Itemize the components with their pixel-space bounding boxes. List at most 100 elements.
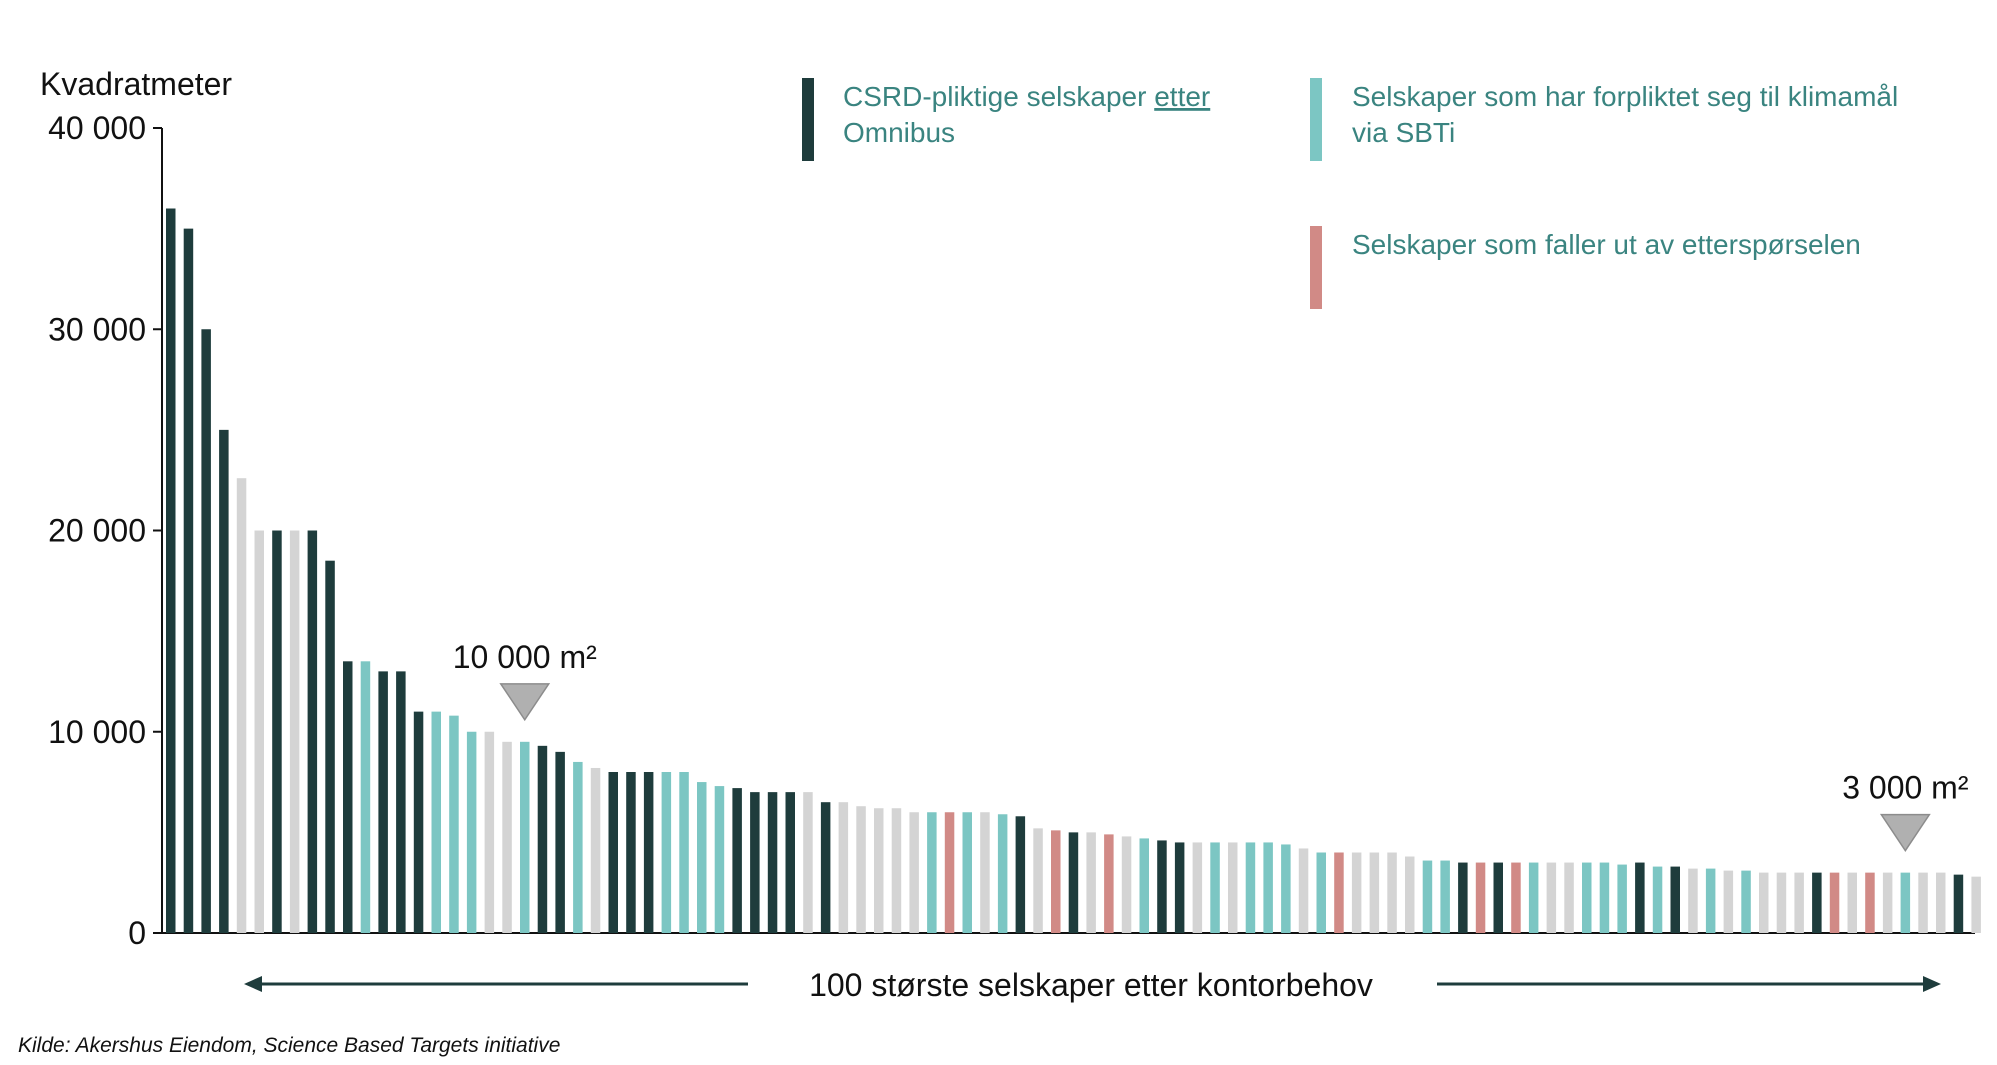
annotation-marker-icon	[1879, 813, 1931, 852]
y-tick-label: 10 000	[48, 714, 146, 750]
annotations: 10 000 m² 3 000 m²	[453, 639, 1969, 852]
bar-csrd	[1458, 862, 1468, 933]
bar-csrd	[1635, 862, 1645, 933]
bar-other	[1086, 832, 1096, 933]
bar-csrd	[537, 745, 548, 933]
bar-sbti	[962, 812, 972, 933]
bar-other	[1776, 872, 1787, 933]
bars	[166, 208, 1981, 933]
bar-other	[1723, 870, 1734, 933]
bar-other	[1033, 828, 1043, 933]
source-note: Kilde: Akershus Eiendom, Science Based T…	[18, 1034, 560, 1057]
bar-csrd	[1493, 862, 1503, 933]
bar-csrd	[219, 429, 229, 933]
bar-other	[1847, 872, 1857, 933]
bar-csrd	[643, 772, 654, 933]
bar-sbti	[360, 661, 371, 933]
bar-other	[1971, 876, 1981, 933]
bar-sbti	[1139, 838, 1149, 933]
bar-sbti	[997, 814, 1008, 933]
bar-sbti	[1281, 844, 1291, 933]
x-axis-caption: 100 største selskaper etter kontorbehov	[244, 967, 1941, 1003]
bar-csrd	[750, 792, 760, 933]
y-tick-label: 30 000	[48, 311, 146, 347]
bar-sbti	[1617, 864, 1627, 933]
bar-other	[236, 478, 247, 933]
bar-csrd	[785, 792, 795, 933]
arrow-right-icon	[1923, 976, 1941, 992]
bar-other	[803, 792, 813, 933]
y-tick-label: 0	[128, 915, 146, 951]
bar-sbti	[1900, 872, 1911, 933]
bar-other	[1369, 852, 1380, 933]
bar-csrd	[378, 671, 388, 933]
bar-other	[254, 530, 264, 933]
bar-sbti	[520, 741, 530, 933]
y-tick-label: 40 000	[48, 110, 146, 146]
bar-sbti	[661, 772, 672, 933]
bar-out	[1475, 862, 1486, 933]
bar-sbti	[1440, 860, 1450, 933]
bar-csrd	[626, 772, 636, 933]
x-axis-label: 100 største selskaper etter kontorbehov	[809, 967, 1373, 1003]
legend: CSRD-pliktige selskaper etter Omnibus Se…	[802, 78, 1898, 309]
annotation-marker-icon	[499, 683, 551, 722]
bar-sbti	[431, 711, 441, 933]
bar-csrd	[820, 802, 831, 933]
bar-other	[1882, 872, 1893, 933]
y-tick-label: 20 000	[48, 513, 146, 549]
bar-other	[856, 806, 866, 933]
bar-csrd	[1068, 832, 1079, 933]
bar-sbti	[1599, 862, 1610, 933]
bar-sbti	[1245, 842, 1256, 933]
legend-swatch-sbti	[1310, 78, 1322, 161]
bar-other	[590, 767, 601, 933]
bar-csrd	[325, 560, 335, 933]
bar-other	[1351, 852, 1362, 933]
bar-other	[909, 812, 919, 933]
bar-other	[484, 731, 495, 933]
bar-out	[1511, 862, 1521, 933]
bar-csrd	[1157, 840, 1167, 933]
bar-sbti	[449, 715, 459, 933]
bar-sbti	[466, 731, 477, 933]
legend-label-csrd: CSRD-pliktige selskaper etter	[843, 81, 1210, 112]
bar-sbti	[697, 782, 707, 933]
bar-sbti	[1741, 870, 1751, 933]
bar-csrd	[1953, 874, 1964, 933]
y-axis-label: Kvadratmeter	[40, 66, 232, 102]
bar-sbti	[679, 772, 689, 933]
legend-csrd-text-a: CSRD-pliktige selskaper	[843, 81, 1154, 112]
bar-other	[1387, 852, 1397, 933]
bar-other	[1546, 862, 1557, 933]
bar-other	[502, 741, 512, 933]
bar-other	[838, 802, 849, 933]
legend-label-out: Selskaper som faller ut av etterspørsele…	[1352, 229, 1861, 260]
bar-csrd	[343, 661, 353, 933]
legend-csrd-text-underlined: etter	[1154, 81, 1210, 112]
bar-sbti	[1263, 842, 1273, 933]
bar-csrd	[272, 530, 282, 933]
legend-label-csrd-line2: Omnibus	[843, 117, 955, 148]
annotation-label: 3 000 m²	[1842, 770, 1969, 806]
bar-other	[891, 808, 902, 933]
bar-other	[1918, 872, 1928, 933]
bar-out	[1865, 872, 1875, 933]
bar-csrd	[1812, 872, 1822, 933]
legend-label-sbti: Selskaper som har forpliktet seg til kli…	[1352, 81, 1898, 112]
bar-other	[1228, 842, 1238, 933]
bar-out	[944, 812, 955, 933]
bar-csrd	[413, 711, 424, 933]
bar-other	[980, 812, 990, 933]
bar-sbti	[1210, 842, 1220, 933]
legend-swatch-out	[1310, 226, 1322, 309]
bar-sbti	[1705, 868, 1716, 933]
bar-sbti	[927, 812, 937, 933]
annotation-label: 10 000 m²	[453, 639, 597, 675]
bar-csrd	[1015, 816, 1026, 933]
bar-other	[1298, 848, 1309, 933]
bar-csrd	[555, 751, 565, 933]
bar-other	[1936, 872, 1946, 933]
bar-other	[1688, 868, 1698, 933]
bar-other	[1192, 842, 1203, 933]
